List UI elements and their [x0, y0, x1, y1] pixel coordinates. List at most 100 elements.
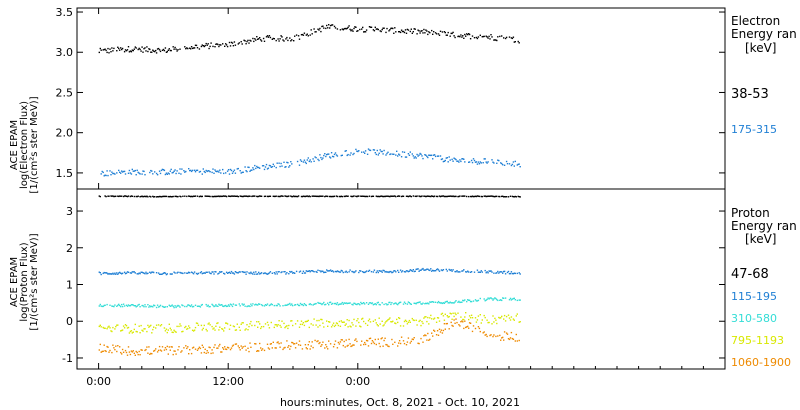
data-point: [495, 319, 497, 321]
data-point: [299, 270, 302, 272]
data-point: [339, 29, 342, 31]
data-point: [474, 299, 477, 301]
data-point: [358, 195, 360, 197]
data-point: [263, 349, 266, 352]
data-point: [278, 195, 280, 198]
data-point: [150, 169, 152, 172]
data-point: [280, 271, 282, 274]
data-point: [355, 303, 357, 305]
data-point: [379, 304, 381, 306]
data-point: [201, 272, 203, 275]
data-point: [136, 273, 138, 275]
data-point: [256, 321, 258, 323]
data-point: [122, 195, 125, 198]
data-point: [164, 330, 167, 332]
data-point: [515, 333, 517, 336]
data-point: [111, 47, 113, 49]
data-point: [274, 347, 276, 349]
data-point: [102, 272, 104, 275]
data-point: [421, 195, 423, 197]
data-point: [154, 171, 156, 173]
data-point: [418, 154, 420, 156]
data-point: [297, 344, 300, 346]
data-point: [370, 271, 373, 273]
data-point: [206, 44, 208, 46]
data-point: [202, 45, 204, 47]
data-point: [207, 323, 209, 325]
data-point: [409, 321, 411, 323]
data-point: [192, 195, 195, 197]
data-point: [277, 303, 279, 305]
data-point: [179, 323, 181, 325]
data-point: [371, 302, 374, 304]
data-point: [117, 324, 119, 326]
data-point: [435, 268, 438, 271]
data-point: [415, 195, 417, 198]
data-point: [245, 273, 247, 275]
data-point: [442, 195, 445, 197]
data-point: [389, 195, 391, 198]
data-point: [178, 305, 180, 307]
data-point: [266, 168, 269, 170]
data-point: [239, 329, 241, 331]
data-point: [485, 35, 487, 37]
data-point: [193, 47, 196, 49]
data-point: [379, 149, 381, 151]
data-point: [256, 36, 258, 38]
data-point: [320, 195, 322, 197]
data-point: [448, 156, 450, 158]
data-point: [251, 272, 253, 275]
data-point: [466, 33, 468, 35]
data-point: [199, 170, 202, 173]
data-point: [234, 271, 237, 273]
data-point: [319, 27, 321, 30]
data-point: [276, 325, 278, 327]
data-point: [340, 154, 342, 157]
data-point: [514, 160, 516, 163]
data-point: [405, 195, 408, 197]
data-point: [420, 337, 422, 340]
data-point: [190, 169, 192, 172]
data-point: [296, 303, 299, 306]
y-tick-label: 2.5: [56, 86, 74, 99]
data-point: [513, 196, 515, 198]
data-point: [294, 272, 296, 274]
data-point: [336, 195, 339, 198]
data-point: [134, 323, 136, 326]
data-point: [441, 312, 444, 315]
data-point: [394, 341, 396, 343]
data-point: [484, 316, 486, 319]
data-point: [453, 35, 455, 37]
data-point: [168, 323, 170, 325]
data-point: [381, 320, 383, 322]
data-point: [146, 195, 148, 197]
data-point: [433, 317, 436, 319]
data-point: [105, 195, 107, 198]
data-point: [463, 318, 465, 321]
data-point: [339, 303, 342, 305]
data-point: [112, 344, 114, 346]
data-point: [100, 305, 102, 307]
data-point: [381, 302, 383, 304]
data-point: [189, 169, 191, 172]
data-point: [448, 268, 450, 271]
data-point: [290, 271, 292, 273]
data-point: [439, 30, 442, 32]
data-point: [364, 152, 366, 154]
data-point: [141, 271, 143, 273]
data-point: [378, 270, 380, 272]
data-point: [262, 272, 265, 275]
data-point: [501, 271, 503, 273]
bottom-ylabel-line1: ACE EPAM: [9, 257, 20, 307]
data-point: [349, 269, 351, 271]
data-point: [139, 306, 141, 308]
data-point: [120, 47, 122, 49]
y-tick-label: 3: [66, 205, 73, 218]
data-point: [159, 273, 162, 275]
data-point: [165, 195, 168, 198]
data-point: [212, 271, 214, 273]
data-point: [432, 158, 434, 160]
data-point: [329, 156, 331, 158]
data-point: [480, 162, 482, 164]
data-point: [277, 341, 279, 343]
